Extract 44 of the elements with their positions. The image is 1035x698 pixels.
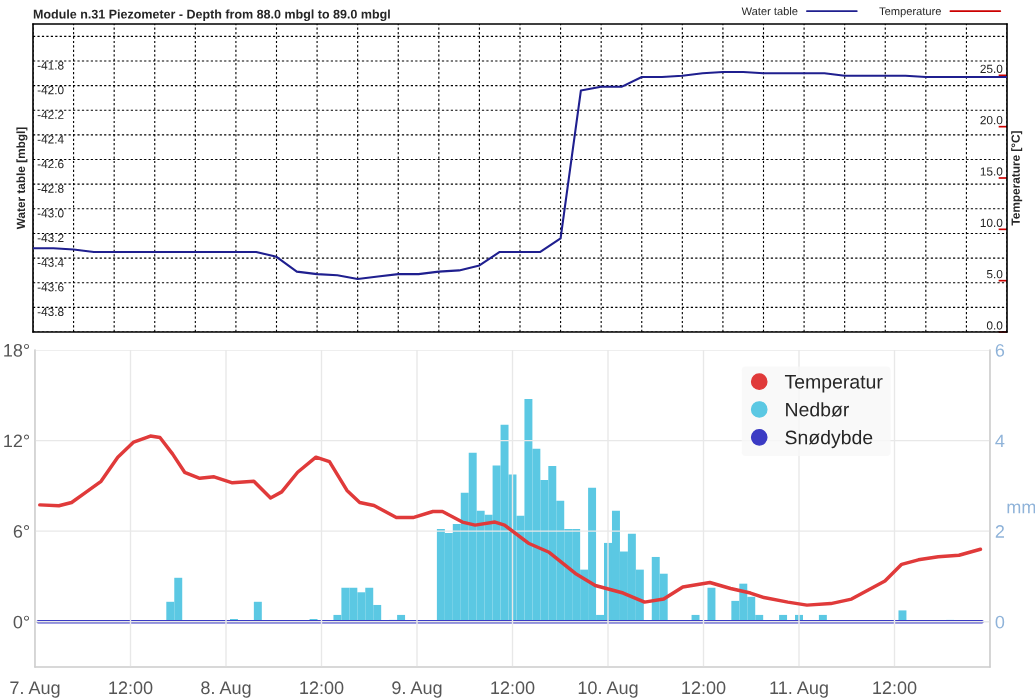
x-tick-label: 7. Aug <box>10 681 60 698</box>
y-tick-label: -43.0 <box>37 209 64 218</box>
y-tick-label: -43.2 <box>37 233 64 243</box>
legend-label: Snødybde <box>785 430 873 449</box>
y-tick-label: -43.8 <box>37 307 64 317</box>
legend-label: Temperatur <box>784 375 883 393</box>
x-tick-label: 12:00 <box>109 681 153 695</box>
x-tick-label: 12:00 <box>873 681 917 695</box>
y2-tick-label: 2 <box>995 525 1004 538</box>
y-tick-label: -42.8 <box>37 184 64 193</box>
chart-title: Module n.31 Piezometer - Depth from 88.0 mbgl to 89.0 mbgl <box>33 9 390 22</box>
y-tick-label: -42.0 <box>37 85 64 95</box>
legend-label: Nedbør <box>786 402 850 417</box>
y-tick-label: 0° <box>13 615 30 629</box>
x-tick-label: 11. Aug <box>770 681 828 698</box>
y2-tick-label: 6 <box>995 343 1005 357</box>
y2-axis-title: Temperature [°C] <box>1011 131 1023 226</box>
y2-tick-label: 4 <box>995 434 1005 448</box>
y2-tick-label: 5.0 <box>986 269 1003 279</box>
y-axis-title: Water table [mbgl] <box>16 127 28 230</box>
y-tick-label: -43.4 <box>37 258 64 267</box>
y-tick-label: -43.6 <box>37 283 64 292</box>
y2-tick-label: 25.0 <box>980 64 1003 73</box>
x-tick-label: 12:00 <box>300 681 344 695</box>
x-tick-label: 8. Aug <box>201 681 251 698</box>
x-tick-label: 12:00 <box>491 681 535 695</box>
y-tick-label: -42.2 <box>37 110 64 119</box>
y-tick-label: 6° <box>13 525 30 538</box>
y-tick-label: -42.6 <box>37 159 64 169</box>
y-tick-label: -42.4 <box>37 135 64 144</box>
y-tick-label: -41.8 <box>37 61 64 70</box>
y2-axis-title: mm <box>1007 503 1035 514</box>
x-tick-label: 10. Aug <box>578 681 638 698</box>
y2-tick-label: 15.0 <box>980 167 1003 176</box>
y-tick-label: 12° <box>4 434 30 448</box>
y-tick-label: 18° <box>4 343 30 357</box>
x-tick-label: 12:00 <box>682 681 726 695</box>
y2-tick-label: 0.0 <box>986 321 1003 330</box>
y2-tick-label: 10.0 <box>980 218 1003 227</box>
y2-tick-label: 0 <box>995 615 1005 629</box>
legend-label: Temperature <box>879 7 941 18</box>
y2-tick-label: 20.0 <box>980 115 1003 125</box>
legend-label: Water table <box>741 6 798 16</box>
x-tick-label: 9. Aug <box>392 681 442 698</box>
